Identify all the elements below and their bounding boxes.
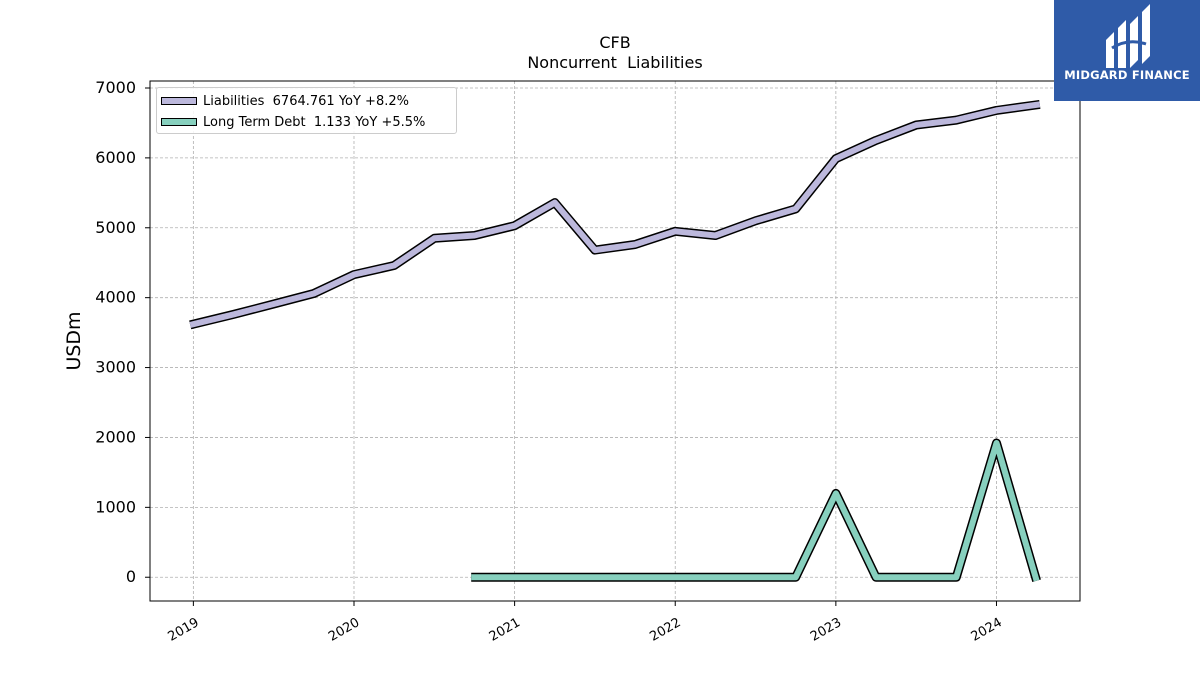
legend-label-long-term-debt: Long Term Debt 1.133 YoY +5.5% xyxy=(203,114,426,130)
y-tick-label: 0 xyxy=(126,567,136,586)
x-tick-label: 2020 xyxy=(326,615,362,645)
plot-frame xyxy=(149,80,1081,602)
data-point-liabilities xyxy=(190,324,191,325)
data-point-liabilities xyxy=(916,124,917,125)
data-point-long-term-debt xyxy=(755,577,756,578)
y-tick-label: 7000 xyxy=(95,78,136,97)
data-point-liabilities xyxy=(835,158,836,159)
data-point-liabilities xyxy=(675,231,676,232)
y-tick-label: 1000 xyxy=(95,497,136,516)
data-point-liabilities xyxy=(996,110,997,111)
data-point-long-term-debt xyxy=(916,577,917,578)
y-tick-label: 5000 xyxy=(95,218,136,237)
y-tick-label: 3000 xyxy=(95,358,136,377)
legend-item-long-term-debt: Long Term Debt 1.133 YoY +5.5% xyxy=(161,114,425,130)
data-point-liabilities xyxy=(474,235,475,236)
y-tick-label: 6000 xyxy=(95,148,136,167)
chart-subtitle: Noncurrent Liabilities xyxy=(527,53,702,72)
chart-title: CFB xyxy=(599,33,630,52)
data-point-long-term-debt xyxy=(635,577,636,578)
data-point-long-term-debt xyxy=(675,577,676,578)
x-tick-label: 2019 xyxy=(166,615,202,645)
data-point-long-term-debt xyxy=(514,577,515,578)
data-point-long-term-debt xyxy=(795,577,796,578)
x-tick-label: 2021 xyxy=(487,615,523,645)
chart-legend: Liabilities 6764.761 YoY +8.2% Long Term… xyxy=(156,87,457,134)
legend-swatch-liabilities xyxy=(161,97,197,105)
series-line-liabilities xyxy=(189,101,1041,328)
data-point-long-term-debt xyxy=(1036,580,1037,581)
data-point-long-term-debt xyxy=(594,577,595,578)
y-axis-label: USDm xyxy=(63,311,85,370)
data-point-liabilities xyxy=(956,120,957,121)
data-point-liabilities xyxy=(514,225,515,226)
data-point-liabilities xyxy=(875,140,876,141)
legend-swatch-long-term-debt xyxy=(161,118,197,126)
logo-text: MIDGARD FINANCE xyxy=(1064,68,1190,82)
x-tick-label: 2023 xyxy=(808,615,844,645)
x-tick-label: 2024 xyxy=(969,615,1005,645)
data-point-liabilities xyxy=(353,274,354,275)
data-point-liabilities xyxy=(434,238,435,239)
data-point-liabilities xyxy=(273,303,274,304)
data-point-liabilities xyxy=(715,235,716,236)
data-point-long-term-debt xyxy=(875,577,876,578)
grid-layer xyxy=(150,81,1080,601)
logo-mark-icon xyxy=(1106,4,1150,68)
data-point-liabilities xyxy=(554,202,555,203)
data-point-liabilities xyxy=(1039,104,1040,105)
data-point-liabilities xyxy=(635,244,636,245)
legend-item-liabilities: Liabilities 6764.761 YoY +8.2% xyxy=(161,93,409,109)
y-tick-label: 4000 xyxy=(95,288,136,307)
series-outline-long-term-debt xyxy=(471,438,1041,582)
data-point-liabilities xyxy=(755,220,756,221)
data-point-long-term-debt xyxy=(471,577,472,578)
data-point-liabilities xyxy=(394,265,395,266)
x-tick-label: 2022 xyxy=(647,615,683,645)
data-point-long-term-debt xyxy=(715,577,716,578)
series-line-long-term-debt xyxy=(471,440,1040,582)
data-point-liabilities xyxy=(233,314,234,315)
data-point-liabilities xyxy=(795,208,796,209)
data-point-liabilities xyxy=(313,293,314,294)
legend-label-liabilities: Liabilities 6764.761 YoY +8.2% xyxy=(203,93,409,109)
brand-logo: MIDGARD FINANCE xyxy=(1054,0,1200,101)
data-point-liabilities xyxy=(594,250,595,251)
data-point-long-term-debt xyxy=(956,577,957,578)
data-point-long-term-debt xyxy=(554,577,555,578)
series-layer xyxy=(189,99,1041,582)
y-tick-label: 2000 xyxy=(95,427,136,446)
data-point-long-term-debt xyxy=(835,493,836,494)
data-point-long-term-debt xyxy=(996,442,997,443)
